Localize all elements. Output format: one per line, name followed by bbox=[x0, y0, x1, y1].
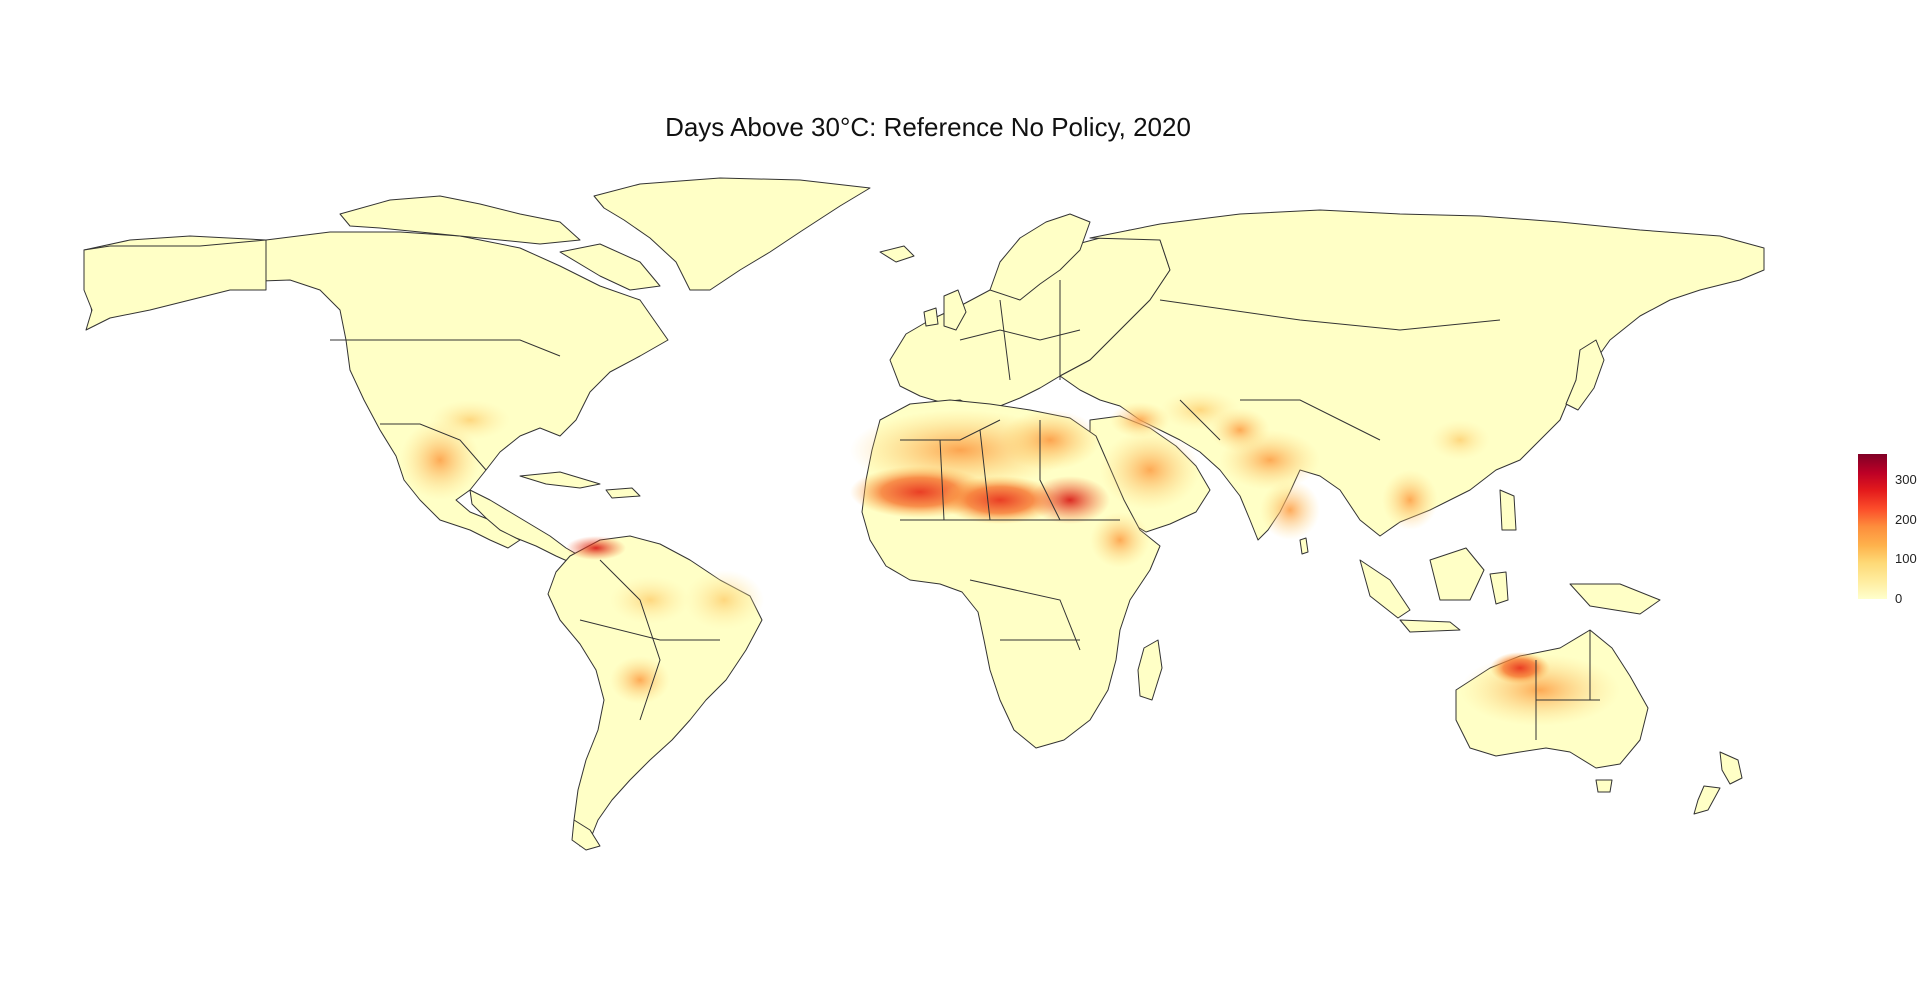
legend-tick-label: 0 bbox=[1895, 591, 1903, 606]
heat-africa-north bbox=[1000, 410, 1100, 470]
ireland bbox=[923, 307, 939, 327]
hispaniola bbox=[605, 487, 641, 499]
heat-chaco bbox=[610, 656, 670, 704]
border-south-america-1 bbox=[599, 559, 661, 721]
tasmania bbox=[1595, 779, 1613, 793]
heat-brazil-ne bbox=[684, 570, 764, 630]
heat-pakistan bbox=[1210, 408, 1270, 452]
heat-amazon bbox=[610, 576, 690, 624]
legend-tick bbox=[1887, 479, 1892, 481]
border-us-mexico bbox=[380, 423, 487, 471]
sumatra bbox=[1359, 559, 1411, 619]
madagascar bbox=[1137, 639, 1163, 701]
legend-tick-label: 100 bbox=[1895, 551, 1917, 567]
heat-texas bbox=[430, 400, 510, 440]
patagonia-tip bbox=[571, 819, 601, 851]
java bbox=[1399, 619, 1461, 633]
borneo bbox=[1429, 547, 1485, 601]
border-asia-2 bbox=[1240, 399, 1381, 441]
new-zealand-north bbox=[1719, 751, 1743, 785]
japan bbox=[1565, 339, 1605, 411]
heat-indochina bbox=[1382, 470, 1438, 530]
heat-iraq bbox=[1110, 402, 1170, 438]
legend-tick bbox=[1887, 559, 1892, 561]
borders-layer bbox=[265, 240, 1600, 740]
sulawesi bbox=[1489, 571, 1509, 605]
heat-china-south bbox=[1430, 420, 1490, 460]
new-zealand-south bbox=[1693, 785, 1721, 815]
heat-horn bbox=[1090, 512, 1150, 568]
legend-tick bbox=[1887, 599, 1892, 600]
legend-tick-label: 200 bbox=[1895, 511, 1917, 527]
scandinavia bbox=[989, 213, 1091, 301]
legend-color-bar bbox=[1858, 454, 1887, 599]
border-sahara-4 bbox=[1039, 420, 1061, 521]
border-asia-3 bbox=[1179, 399, 1221, 441]
legend-tick bbox=[1887, 519, 1892, 521]
border-sahara-2 bbox=[939, 439, 945, 521]
sri-lanka bbox=[1299, 537, 1309, 555]
cuba bbox=[519, 471, 601, 489]
heat-sudan bbox=[1030, 476, 1110, 524]
philippines bbox=[1499, 489, 1517, 531]
color-legend: 0 100 200 300 bbox=[1858, 454, 1920, 606]
baffin bbox=[559, 243, 661, 291]
border-south-america-2 bbox=[579, 619, 720, 641]
heat-sahel-central bbox=[940, 476, 1060, 524]
iceland bbox=[879, 245, 915, 263]
legend-tick-label: 300 bbox=[1895, 471, 1917, 487]
arctic-islands bbox=[339, 195, 581, 245]
map-title: Days Above 30°C: Reference No Policy, 20… bbox=[665, 112, 1191, 142]
heat-india-south bbox=[1260, 480, 1320, 540]
heat-venezuela bbox=[566, 536, 626, 560]
border-sahara-1 bbox=[900, 419, 1001, 441]
uk bbox=[943, 289, 967, 331]
heat-arabia bbox=[1100, 430, 1200, 510]
alaska bbox=[83, 239, 267, 331]
border-asia-1 bbox=[1159, 299, 1501, 331]
border-sahara-3 bbox=[979, 429, 991, 521]
border-europe-2 bbox=[999, 299, 1011, 381]
new-guinea bbox=[1569, 583, 1661, 615]
border-africa-6 bbox=[969, 579, 1081, 651]
greenland bbox=[593, 177, 871, 291]
border-us-canada bbox=[330, 339, 561, 357]
heat-australia-kimberley bbox=[1490, 652, 1550, 684]
